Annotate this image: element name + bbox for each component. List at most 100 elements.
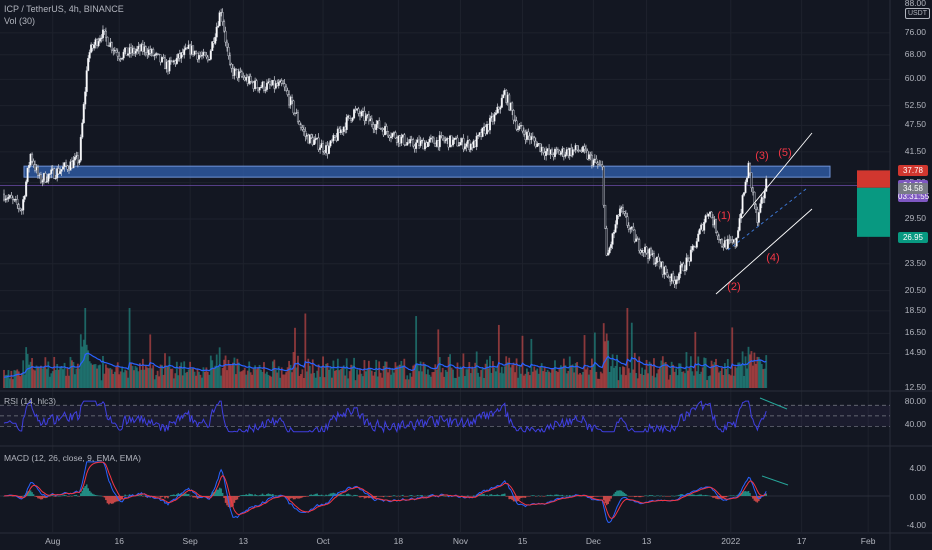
macd-histogram-bar	[397, 495, 400, 497]
macd-histogram-bar	[69, 495, 72, 497]
time-axis-label: 16	[114, 536, 124, 546]
macd-histogram-bar	[623, 492, 626, 496]
volume-bar	[673, 371, 676, 388]
volume-bar	[356, 369, 358, 388]
volume-bar	[333, 370, 336, 388]
price-axis-label: 41.50	[904, 145, 926, 156]
macd-histogram-bar	[75, 494, 78, 496]
resistance-zone[interactable]	[23, 165, 831, 178]
volume-bar	[255, 369, 258, 388]
volume-bar	[159, 364, 162, 388]
macd-histogram-bar	[274, 495, 277, 496]
volume-bar	[298, 375, 301, 388]
volume-bar	[220, 375, 223, 388]
symbol-title[interactable]: ICP / TetherUS, 4h, BINANCE	[4, 4, 124, 14]
volume-bar	[9, 378, 11, 388]
macd-histogram-bar	[332, 492, 335, 496]
macd-histogram-bar	[261, 493, 264, 496]
macd-histogram-bar	[508, 496, 510, 500]
candle-body	[743, 192, 746, 196]
short-position-tool[interactable]	[857, 170, 890, 237]
candle-body	[601, 164, 604, 168]
macd-histogram-bar	[515, 496, 518, 502]
price-axis-label: 68.00	[904, 48, 926, 59]
volume-bar	[610, 366, 613, 388]
macd-histogram-bar	[29, 490, 32, 496]
candle-body	[585, 148, 588, 152]
volume-bar	[526, 368, 528, 388]
volume-bar	[577, 374, 580, 388]
volume-bar	[100, 380, 103, 388]
candle-body	[76, 155, 79, 164]
macd-histogram-bar	[319, 495, 321, 496]
volume-bar	[144, 364, 147, 388]
candle-body	[36, 166, 39, 176]
rising-channel[interactable]	[715, 132, 813, 295]
macd-histogram-bar	[65, 495, 67, 496]
candle-body	[277, 82, 280, 86]
price-axis-label: 52.50	[904, 99, 926, 110]
volume-bar	[624, 375, 627, 388]
candle-body	[90, 44, 93, 53]
macd-histogram-bar	[320, 494, 323, 496]
macd-histogram-bar	[122, 496, 125, 497]
volume-bar	[323, 377, 326, 388]
macd-histogram-bar	[111, 496, 113, 504]
volume-bar	[41, 368, 44, 388]
candle-body	[53, 168, 56, 179]
volume-bar	[750, 351, 753, 388]
macd-label[interactable]: MACD (12, 26, close, 9, EMA, EMA)	[4, 453, 141, 463]
macd-histogram-bar	[487, 495, 490, 497]
macd-histogram-bar	[211, 492, 214, 496]
volume-bar	[524, 373, 527, 388]
volume-bar	[397, 365, 400, 388]
macd-histogram-bar	[533, 495, 536, 496]
macd-histogram-bar	[743, 491, 745, 496]
candle-body	[737, 230, 740, 238]
macd-histogram-bar	[226, 496, 228, 506]
volume-bar	[613, 367, 615, 388]
currency-badge[interactable]: USDT	[904, 8, 930, 19]
volume-bar	[28, 364, 31, 388]
volume-bar	[531, 371, 534, 388]
volume-bar	[456, 362, 459, 388]
volume-bar	[515, 358, 518, 388]
candle-body	[345, 117, 348, 131]
candle-body	[329, 140, 332, 147]
volume-bar	[351, 365, 354, 388]
volume-bar	[285, 372, 288, 388]
volume-bar	[339, 369, 342, 388]
candle-body	[317, 137, 320, 150]
macd-histogram-bar	[610, 496, 612, 499]
volume-bar	[410, 376, 413, 388]
macd-histogram-bar	[362, 496, 364, 498]
rsi-label[interactable]: RSI (14, hlc3)	[4, 396, 56, 406]
volume-bar	[29, 361, 32, 388]
volume-bar	[650, 363, 652, 388]
candle-body	[22, 199, 25, 211]
volume-bar	[362, 376, 364, 388]
volume-bar	[168, 356, 171, 388]
macd-histogram-bar	[113, 496, 116, 503]
macd-histogram-bar	[142, 496, 144, 497]
volume-bar	[645, 359, 648, 388]
volume-bar	[65, 375, 67, 388]
candle-body	[517, 128, 520, 130]
candle-body	[351, 117, 354, 121]
volume-bar	[87, 350, 90, 388]
candle-body	[596, 162, 599, 165]
macd-histogram-bar	[60, 495, 63, 497]
volume-bar	[218, 347, 221, 388]
volume-bar	[409, 373, 412, 388]
volume-indicator-label[interactable]: Vol (30)	[4, 16, 36, 26]
candle-body	[698, 228, 701, 235]
macd-histogram-bar	[57, 495, 60, 497]
volume-bar	[533, 366, 536, 388]
candle-body	[205, 54, 208, 58]
macd-histogram-bar	[750, 496, 753, 497]
candle-body	[463, 146, 466, 150]
macd-histogram-bar	[506, 496, 509, 497]
candle-body	[214, 36, 217, 44]
volume-bar	[719, 370, 722, 388]
